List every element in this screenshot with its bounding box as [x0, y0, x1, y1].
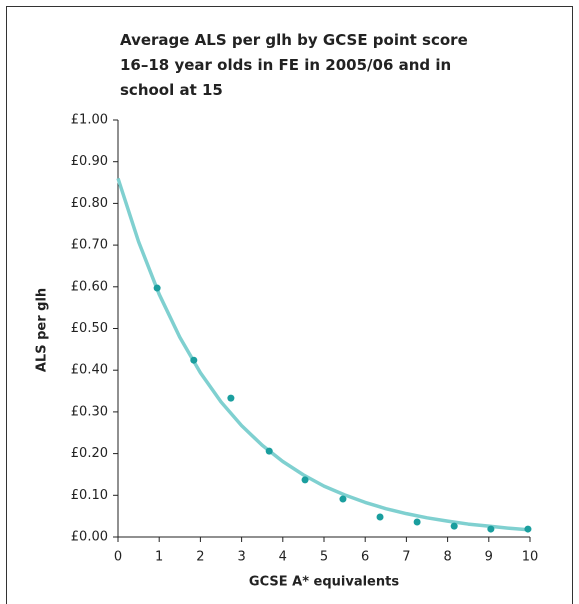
point — [153, 284, 161, 292]
y-tick-label: £0.80 — [71, 196, 108, 211]
x-tick-label: 3 — [237, 550, 245, 565]
x-tick-label: 1 — [155, 550, 163, 565]
point — [524, 525, 532, 533]
y-tick-label: £0.10 — [71, 488, 108, 503]
point — [450, 522, 458, 530]
x-axis-label: GCSE A* equivalents — [249, 575, 399, 590]
chart-title: Average ALS per glh by GCSE point score — [120, 31, 468, 49]
y-tick-label: £0.50 — [71, 321, 108, 336]
chart-title: 16–18 year olds in FE in 2005/06 and in — [120, 56, 451, 74]
y-tick-label: £1.00 — [71, 113, 108, 128]
x-tick-label: 9 — [485, 550, 493, 565]
y-tick-label: £0.00 — [71, 530, 108, 545]
x-tick-label: 2 — [196, 550, 204, 565]
point — [376, 513, 384, 521]
y-axis-label: ALS per glh — [35, 288, 50, 372]
chart-title: school at 15 — [120, 81, 223, 99]
y-tick-label: £0.70 — [71, 238, 108, 253]
point — [487, 525, 495, 533]
point — [339, 495, 347, 503]
frame — [6, 6, 573, 604]
x-tick-label: 5 — [320, 550, 328, 565]
x-tick-label: 4 — [279, 550, 287, 565]
x-tick-label: 7 — [402, 550, 410, 565]
y-tick-label: £0.40 — [71, 363, 108, 378]
x-tick-label: 8 — [443, 550, 451, 565]
x-tick-label: 6 — [361, 550, 369, 565]
point — [227, 394, 235, 402]
x-tick-label: 0 — [114, 550, 122, 565]
point — [190, 356, 198, 364]
x-tick-label: 10 — [522, 550, 539, 565]
fit-line — [116, 177, 531, 532]
point — [301, 476, 309, 484]
y-tick-label: £0.20 — [71, 446, 108, 461]
point — [265, 447, 273, 455]
y-tick-label: £0.60 — [71, 279, 108, 294]
point — [413, 518, 421, 526]
y-tick-label: £0.90 — [71, 154, 108, 169]
y-tick-label: £0.30 — [71, 404, 108, 419]
